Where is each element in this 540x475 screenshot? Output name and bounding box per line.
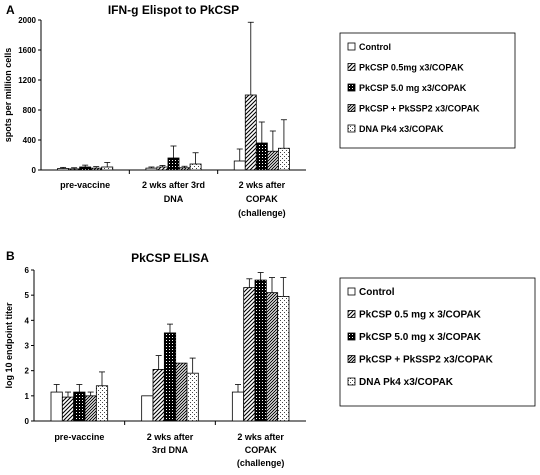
x-tick-label: (challenge) [238,208,286,218]
legend-swatch-pkcsp-pkssp2-x3-copak [347,104,356,112]
bar-control [141,395,154,422]
legend-label-dna-pk4-x3-copak: DNA Pk4 x3/COPAK [359,124,444,134]
x-tick-label: 2 wks after [237,432,284,442]
y-tick-label: 0 [25,417,30,426]
bar-pkcsp-5-0-mg-x3-copak [167,157,180,171]
x-tick-label: pre-vaccine [60,180,110,190]
bar-dna-pk4-x3-copak [277,296,290,422]
legend-label-pkcsp-0-5mg-x3-copak: PkCSP 0.5mg x3/COPAK [359,63,464,73]
bar-pkcsp-0-5-mg-x-3-copak [152,369,165,422]
legend-box [339,32,516,149]
bar-pkcsp-0-5-mg-x-3-copak [61,396,75,422]
y-tick-label: 1 [25,392,30,401]
bar-pkcsp-pkssp2-x3-copak [90,167,103,171]
y-tick-label: 4 [25,316,30,325]
bar-pkcsp-pkssp2-x3-copak [178,167,191,171]
bar-pkcsp-5-0-mg-x3-copak [255,142,268,171]
legend-swatch-dna-pk4-x3-copak [347,377,356,386]
x-tick-label: 2 wks after [239,180,286,190]
legend-swatch-pkcsp-pkssp2-x3-copak [347,355,356,363]
chart-panel-a: IFN-g Elispot to PkCSP spots per million … [3,3,516,218]
x-tick-label: COPAK [246,194,278,204]
legend-swatch-pkcsp-5-0-mg-x-3-copak [347,332,356,341]
bar-pkcsp-5-0-mg-x-3-copak [254,279,267,422]
bar-dna-pk4-x3-copak [189,163,202,171]
x-tick-label: DNA [164,194,184,204]
legend-swatch-control [347,42,356,51]
x-tick-label: (challenge) [237,458,285,468]
y-tick-label: 5 [25,291,30,300]
bar-control [231,391,245,422]
bar-pkcsp-5-0-mg-x3-copak [79,166,92,171]
legend-label-pkcsp-5-0-mg-x3-copak: PkCSP 5.0 mg x3/COPAK [359,83,467,93]
y-tick-label: 3 [25,342,30,351]
bar-pkcsp-5-0-mg-x-3-copak [73,391,86,422]
x-tick-label: pre-vaccine [54,432,104,442]
legend-label-pkcsp-0-5-mg-x-3-copak: PkCSP 0.5 mg x 3/COPAK [359,310,482,321]
bar-pkcsp-0-5mg-x3-copak [68,168,81,171]
x-tick-label: COPAK [245,445,277,455]
bar-control [145,167,158,171]
bar-control [233,160,246,171]
legend-swatch-control [347,287,356,296]
y-tick-label: 2000 [18,16,36,25]
legend-label-pkcsp-5-0-mg-x-3-copak: PkCSP 5.0 mg x 3/COPAK [359,332,482,343]
bar-pkcsp-0-5mg-x3-copak [244,94,257,171]
legend-label-dna-pk4-x3-copak: DNA Pk4 x3/COPAK [359,377,454,388]
legend-label-pkcsp-pkssp2-x3-copak: PkCSP + PkSSP2 x3/COPAK [359,104,480,114]
chart-title: IFN-g Elispot to PkCSP [108,3,239,17]
bar-dna-pk4-x3-copak [277,147,290,171]
y-axis-label: log 10 endpoint titer [4,302,14,388]
panel-a-letter: A [6,3,15,17]
y-tick-label: 1200 [18,76,36,85]
bar-pkcsp-pkssp2-x3-copak [265,292,279,422]
legend-label-control: Control [359,287,395,298]
y-axis-label: spots per million cells [3,48,13,143]
bar-dna-pk4-x3-copak [95,385,109,422]
x-tick-label: 2 wks after [147,432,194,442]
legend-swatch-pkcsp-0-5mg-x3-copak [347,63,356,71]
y-tick-label: 2 [25,367,30,376]
bar-pkcsp-pkssp2-x3-copak [84,395,97,422]
legend-swatch-dna-pk4-x3-copak [347,124,356,133]
chart-title: PkCSP ELISA [131,251,209,265]
bar-pkcsp-pkssp2-x3-copak [175,362,188,422]
x-tick-label: 2 wks after 3rd [142,180,205,190]
y-tick-label: 0 [32,166,37,175]
legend-label-control: Control [359,42,391,52]
legend-box [339,277,536,407]
y-tick-label: 400 [23,136,37,145]
bar-pkcsp-5-0-mg-x-3-copak [163,332,177,422]
y-tick-label: 1600 [18,46,36,55]
bar-control [57,168,70,171]
legend-label-pkcsp-pkssp2-x3-copak: PkCSP + PkSSP2 x3/COPAK [359,355,494,366]
bar-dna-pk4-x3-copak [101,166,114,171]
x-tick-label: 3rd DNA [152,445,189,455]
bar-control [50,391,63,422]
bar-pkcsp-0-5mg-x3-copak [156,166,169,171]
y-tick-label: 6 [25,266,30,275]
legend-swatch-pkcsp-5-0-mg-x3-copak [347,83,356,92]
legend-swatch-pkcsp-0-5-mg-x-3-copak [347,310,356,318]
bar-pkcsp-0-5-mg-x-3-copak [243,287,256,422]
bar-dna-pk4-x3-copak [186,372,199,422]
bar-pkcsp-pkssp2-x3-copak [266,150,279,171]
chart-panel-b: PkCSP ELISA log 10 endpoint titer 0 1 2 3 4 5 6 p… [4,251,536,468]
panel-b-letter: B [6,249,15,263]
y-tick-label: 800 [23,106,37,115]
